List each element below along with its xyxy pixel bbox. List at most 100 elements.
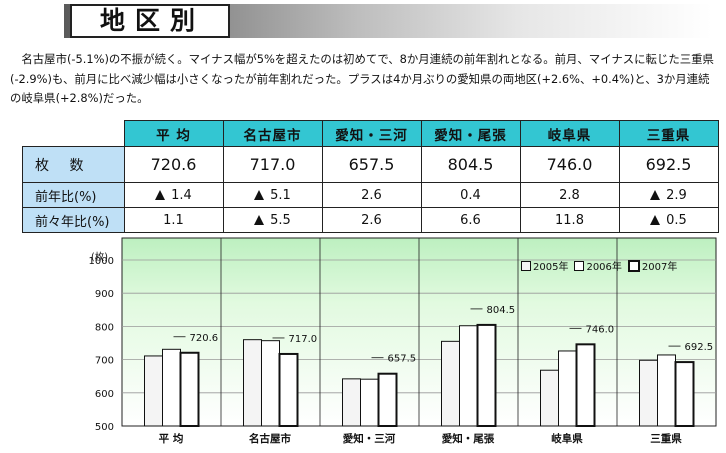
legend-label: 2005年 bbox=[533, 262, 569, 273]
cell-value: 2.8 bbox=[559, 187, 580, 203]
page-title: 地区別 bbox=[100, 6, 206, 35]
cell-value: 2.9 bbox=[666, 187, 687, 203]
bar-2005年-2 bbox=[342, 378, 361, 427]
minus-triangle-icon bbox=[254, 189, 265, 200]
bar-2006年-4 bbox=[558, 350, 577, 427]
minus-triangle-icon bbox=[650, 189, 661, 200]
row-header: 前年比(%) bbox=[22, 182, 125, 208]
data-label: 657.5 bbox=[388, 354, 417, 365]
column-header: 名古屋市 bbox=[222, 120, 323, 147]
x-tick-label: 岐阜県 bbox=[551, 433, 583, 445]
column-header: 岐阜県 bbox=[519, 120, 620, 147]
table-header-row: 平 均 名古屋市 愛知・三河 愛知・尾張 岐阜県 三重県 bbox=[23, 120, 719, 147]
table-cell: 804.5 bbox=[420, 146, 521, 183]
x-tick-label: 名古屋市 bbox=[249, 433, 291, 445]
cell-value: 692.5 bbox=[645, 155, 692, 174]
bar-2006年-0 bbox=[162, 348, 181, 427]
bar-2006年-3 bbox=[459, 325, 478, 427]
title-box bbox=[70, 4, 230, 38]
column-header: 平 均 bbox=[123, 120, 224, 147]
table-cell: 5.5 bbox=[222, 207, 323, 233]
bar-2007年-0 bbox=[179, 351, 200, 427]
minus-triangle-icon bbox=[155, 189, 166, 200]
minus-triangle-icon bbox=[254, 214, 265, 225]
table-cell: 5.1 bbox=[222, 182, 323, 208]
legend-item: 2006年 bbox=[574, 258, 622, 273]
summary-table: 平 均 名古屋市 愛知・三河 愛知・尾張 岐阜県 三重県 枚 数 720.6 717… bbox=[22, 120, 719, 233]
legend-label: 2006年 bbox=[586, 262, 622, 273]
data-label: 692.5 bbox=[685, 342, 714, 353]
bar-2005年-1 bbox=[243, 339, 262, 427]
column-header: 愛知・尾張 bbox=[420, 120, 521, 147]
bar-2005年-3 bbox=[441, 340, 460, 427]
table-cell: 720.6 bbox=[123, 146, 224, 183]
cell-value: 5.1 bbox=[270, 187, 291, 203]
table-row: 前々年比(%) 1.1 5.5 2.6 6.6 11.8 0.5 bbox=[22, 207, 719, 233]
row-header: 前々年比(%) bbox=[22, 207, 125, 233]
cell-value: 804.5 bbox=[447, 155, 494, 174]
cell-value: 6.6 bbox=[460, 212, 481, 228]
data-label: 717.0 bbox=[289, 334, 318, 345]
cell-value: 5.5 bbox=[270, 212, 291, 228]
legend-item: 2005年 bbox=[521, 258, 568, 273]
table-cell: 657.5 bbox=[321, 146, 422, 183]
bar-2007年-5 bbox=[674, 361, 695, 427]
cell-value: 2.6 bbox=[361, 187, 382, 203]
table-cell: 6.6 bbox=[420, 207, 521, 233]
table-cell: 717.0 bbox=[222, 146, 323, 183]
bar-2007年-2 bbox=[377, 372, 398, 427]
bar-2006年-5 bbox=[657, 354, 676, 427]
legend-swatch-2007 bbox=[627, 259, 640, 272]
bar-2006年-1 bbox=[261, 340, 280, 427]
bar-2005年-0 bbox=[144, 355, 163, 427]
y-tick-label: 500 bbox=[95, 422, 114, 433]
minus-triangle-icon bbox=[650, 214, 661, 225]
x-tick-label: 平 均 bbox=[158, 433, 184, 445]
cell-value: 1.4 bbox=[171, 187, 192, 203]
legend-item: 2007年 bbox=[627, 258, 678, 273]
cell-value: 11.8 bbox=[555, 212, 584, 228]
y-tick-label: 900 bbox=[95, 289, 114, 300]
column-header: 愛知・三河 bbox=[321, 120, 422, 147]
table-cell: 1.1 bbox=[123, 207, 224, 233]
table-cell: 11.8 bbox=[519, 207, 620, 233]
table-cell: 2.6 bbox=[321, 182, 422, 208]
cell-value: 746.0 bbox=[546, 155, 593, 174]
y-tick-label: 1000 bbox=[89, 256, 114, 267]
x-tick-label: 愛知・三河 bbox=[342, 433, 396, 445]
bar-2006年-2 bbox=[360, 378, 379, 427]
bar-2007年-4 bbox=[575, 343, 596, 427]
bar-2005年-5 bbox=[639, 359, 658, 427]
table-row: 前年比(%) 1.4 5.1 2.6 0.4 2.8 2.9 bbox=[22, 182, 719, 208]
cell-value: 0.4 bbox=[460, 187, 481, 203]
x-tick-label: 三重県 bbox=[650, 433, 682, 445]
x-tick-label: 愛知・尾張 bbox=[441, 433, 495, 445]
cell-value: 0.5 bbox=[666, 212, 687, 228]
bar-2007年-1 bbox=[278, 352, 299, 427]
y-tick-label: 600 bbox=[95, 389, 114, 400]
cell-value: 1.1 bbox=[163, 212, 184, 228]
table-cell: 2.9 bbox=[618, 182, 719, 208]
table-cell: 2.6 bbox=[321, 207, 422, 233]
chart-legend: 2005年 2006年 2007年 bbox=[521, 258, 677, 273]
summary-paragraph: 名古屋市(-5.1%)の不振が続く。マイナス幅が5%を超えたのは初めてで、8か月… bbox=[10, 52, 714, 105]
legend-swatch-2006 bbox=[574, 260, 585, 271]
data-label: 720.6 bbox=[190, 333, 219, 344]
table-cell: 1.4 bbox=[123, 182, 224, 208]
table-cell: 692.5 bbox=[618, 146, 719, 183]
data-label: 804.5 bbox=[487, 305, 516, 316]
cell-value: 657.5 bbox=[348, 155, 395, 174]
bar-2007年-3 bbox=[476, 323, 497, 428]
table-cell: 0.5 bbox=[618, 207, 719, 233]
legend-swatch-2005 bbox=[521, 260, 531, 271]
y-tick-label: 700 bbox=[95, 356, 114, 367]
data-label: 746.0 bbox=[586, 324, 615, 335]
y-axis-unit: (枚) bbox=[91, 252, 108, 263]
bar-2005年-4 bbox=[540, 369, 559, 427]
cell-value: 720.6 bbox=[150, 155, 197, 174]
cell-value: 2.6 bbox=[361, 212, 382, 228]
table-cell: 0.4 bbox=[420, 182, 521, 208]
row-header: 枚 数 bbox=[22, 146, 125, 183]
legend-label: 2007年 bbox=[641, 262, 678, 273]
